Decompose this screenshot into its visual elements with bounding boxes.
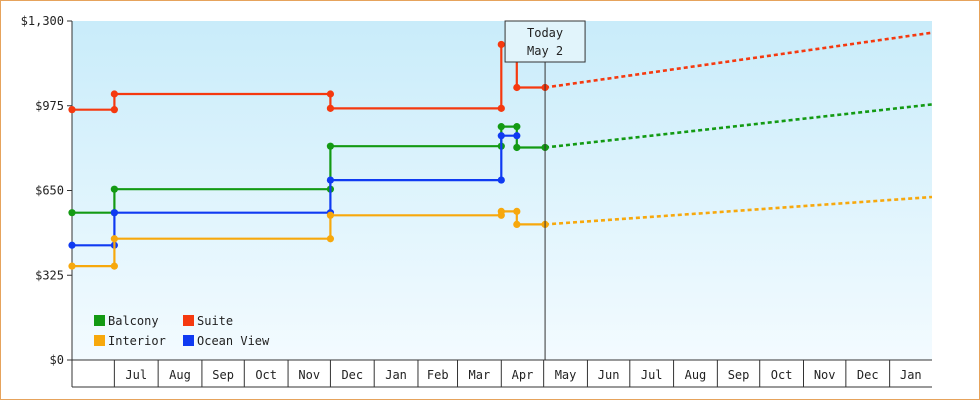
x-tick-label: Nov — [814, 368, 836, 382]
data-point — [68, 106, 76, 114]
data-point — [497, 123, 505, 131]
data-point — [110, 209, 118, 217]
x-tick-label: Jan — [900, 368, 922, 382]
legend-swatch — [183, 315, 194, 326]
data-point — [497, 132, 505, 140]
x-tick-label: Jan — [385, 368, 407, 382]
legend-label: Balcony — [108, 314, 159, 328]
today-date-label: May 2 — [527, 44, 563, 58]
legend-label: Suite — [197, 314, 233, 328]
legend-label: Interior — [108, 334, 166, 348]
series-line-suite — [72, 43, 546, 111]
data-point — [110, 262, 118, 270]
projection-line-interior — [545, 195, 933, 226]
data-point — [513, 207, 521, 215]
data-point — [326, 176, 335, 184]
x-tick-label: Sep — [728, 368, 750, 382]
data-point — [326, 142, 335, 150]
x-tick-label: Aug — [685, 368, 707, 382]
x-tick-label: Jul — [641, 368, 663, 382]
projection-line-suite — [544, 31, 933, 89]
y-tick-label: $650 — [35, 184, 64, 198]
data-point — [110, 90, 118, 98]
data-point — [68, 262, 76, 270]
data-point — [513, 143, 521, 152]
today-marker: Today May 2 — [504, 20, 586, 360]
x-tick-label: Jul — [125, 368, 147, 382]
data-point — [110, 185, 118, 193]
x-tick-label: Feb — [427, 368, 449, 382]
series-lines — [68, 31, 933, 270]
x-tick-label: Aug — [169, 368, 191, 382]
y-tick-label: $325 — [35, 268, 64, 282]
data-point — [497, 104, 505, 112]
y-axis-ticks: $0 $325 $650 $975 $1,300 — [21, 14, 72, 367]
data-point — [110, 235, 118, 243]
x-tick-label: May — [555, 368, 577, 382]
legend-swatch — [94, 315, 105, 326]
legend-swatch — [183, 335, 194, 346]
data-point — [326, 104, 335, 112]
data-point — [326, 90, 335, 98]
x-tick-label: Oct — [771, 368, 793, 382]
legend-label: Ocean View — [197, 334, 270, 348]
data-point — [68, 209, 76, 217]
data-point — [513, 123, 521, 131]
data-point — [497, 176, 505, 184]
y-tick-label: $0 — [50, 353, 64, 367]
legend: Balcony Suite Interior Ocean View — [94, 314, 270, 348]
x-tick-label: Sep — [212, 368, 234, 382]
today-label: Today — [527, 26, 563, 40]
data-point — [68, 241, 76, 249]
y-tick-label: $1,300 — [21, 14, 64, 28]
axes — [71, 21, 932, 388]
today-label-box — [504, 20, 586, 63]
data-point — [513, 132, 521, 140]
y-tick-label: $975 — [35, 99, 64, 113]
data-point — [110, 106, 118, 114]
data-point — [513, 83, 521, 92]
x-tick-label: Mar — [469, 368, 491, 382]
x-tick-label: Dec — [341, 368, 363, 382]
x-axis-ticks: Jul Aug Sep Oct Nov Dec Jan Feb Mar Apr May Jun Jul A… — [113, 360, 922, 387]
projection-line-balcony — [544, 103, 933, 149]
data-point — [497, 40, 505, 49]
data-point — [326, 211, 335, 219]
x-tick-label: Oct — [255, 368, 277, 382]
x-tick-label: Nov — [298, 368, 320, 382]
x-tick-label: Dec — [857, 368, 879, 382]
data-point — [326, 235, 335, 243]
data-point — [497, 207, 505, 215]
series-line-interior — [72, 210, 546, 268]
legend-swatch — [94, 335, 105, 346]
data-point — [513, 220, 521, 228]
x-tick-label: Apr — [512, 368, 534, 382]
x-tick-label: Jun — [598, 368, 620, 382]
